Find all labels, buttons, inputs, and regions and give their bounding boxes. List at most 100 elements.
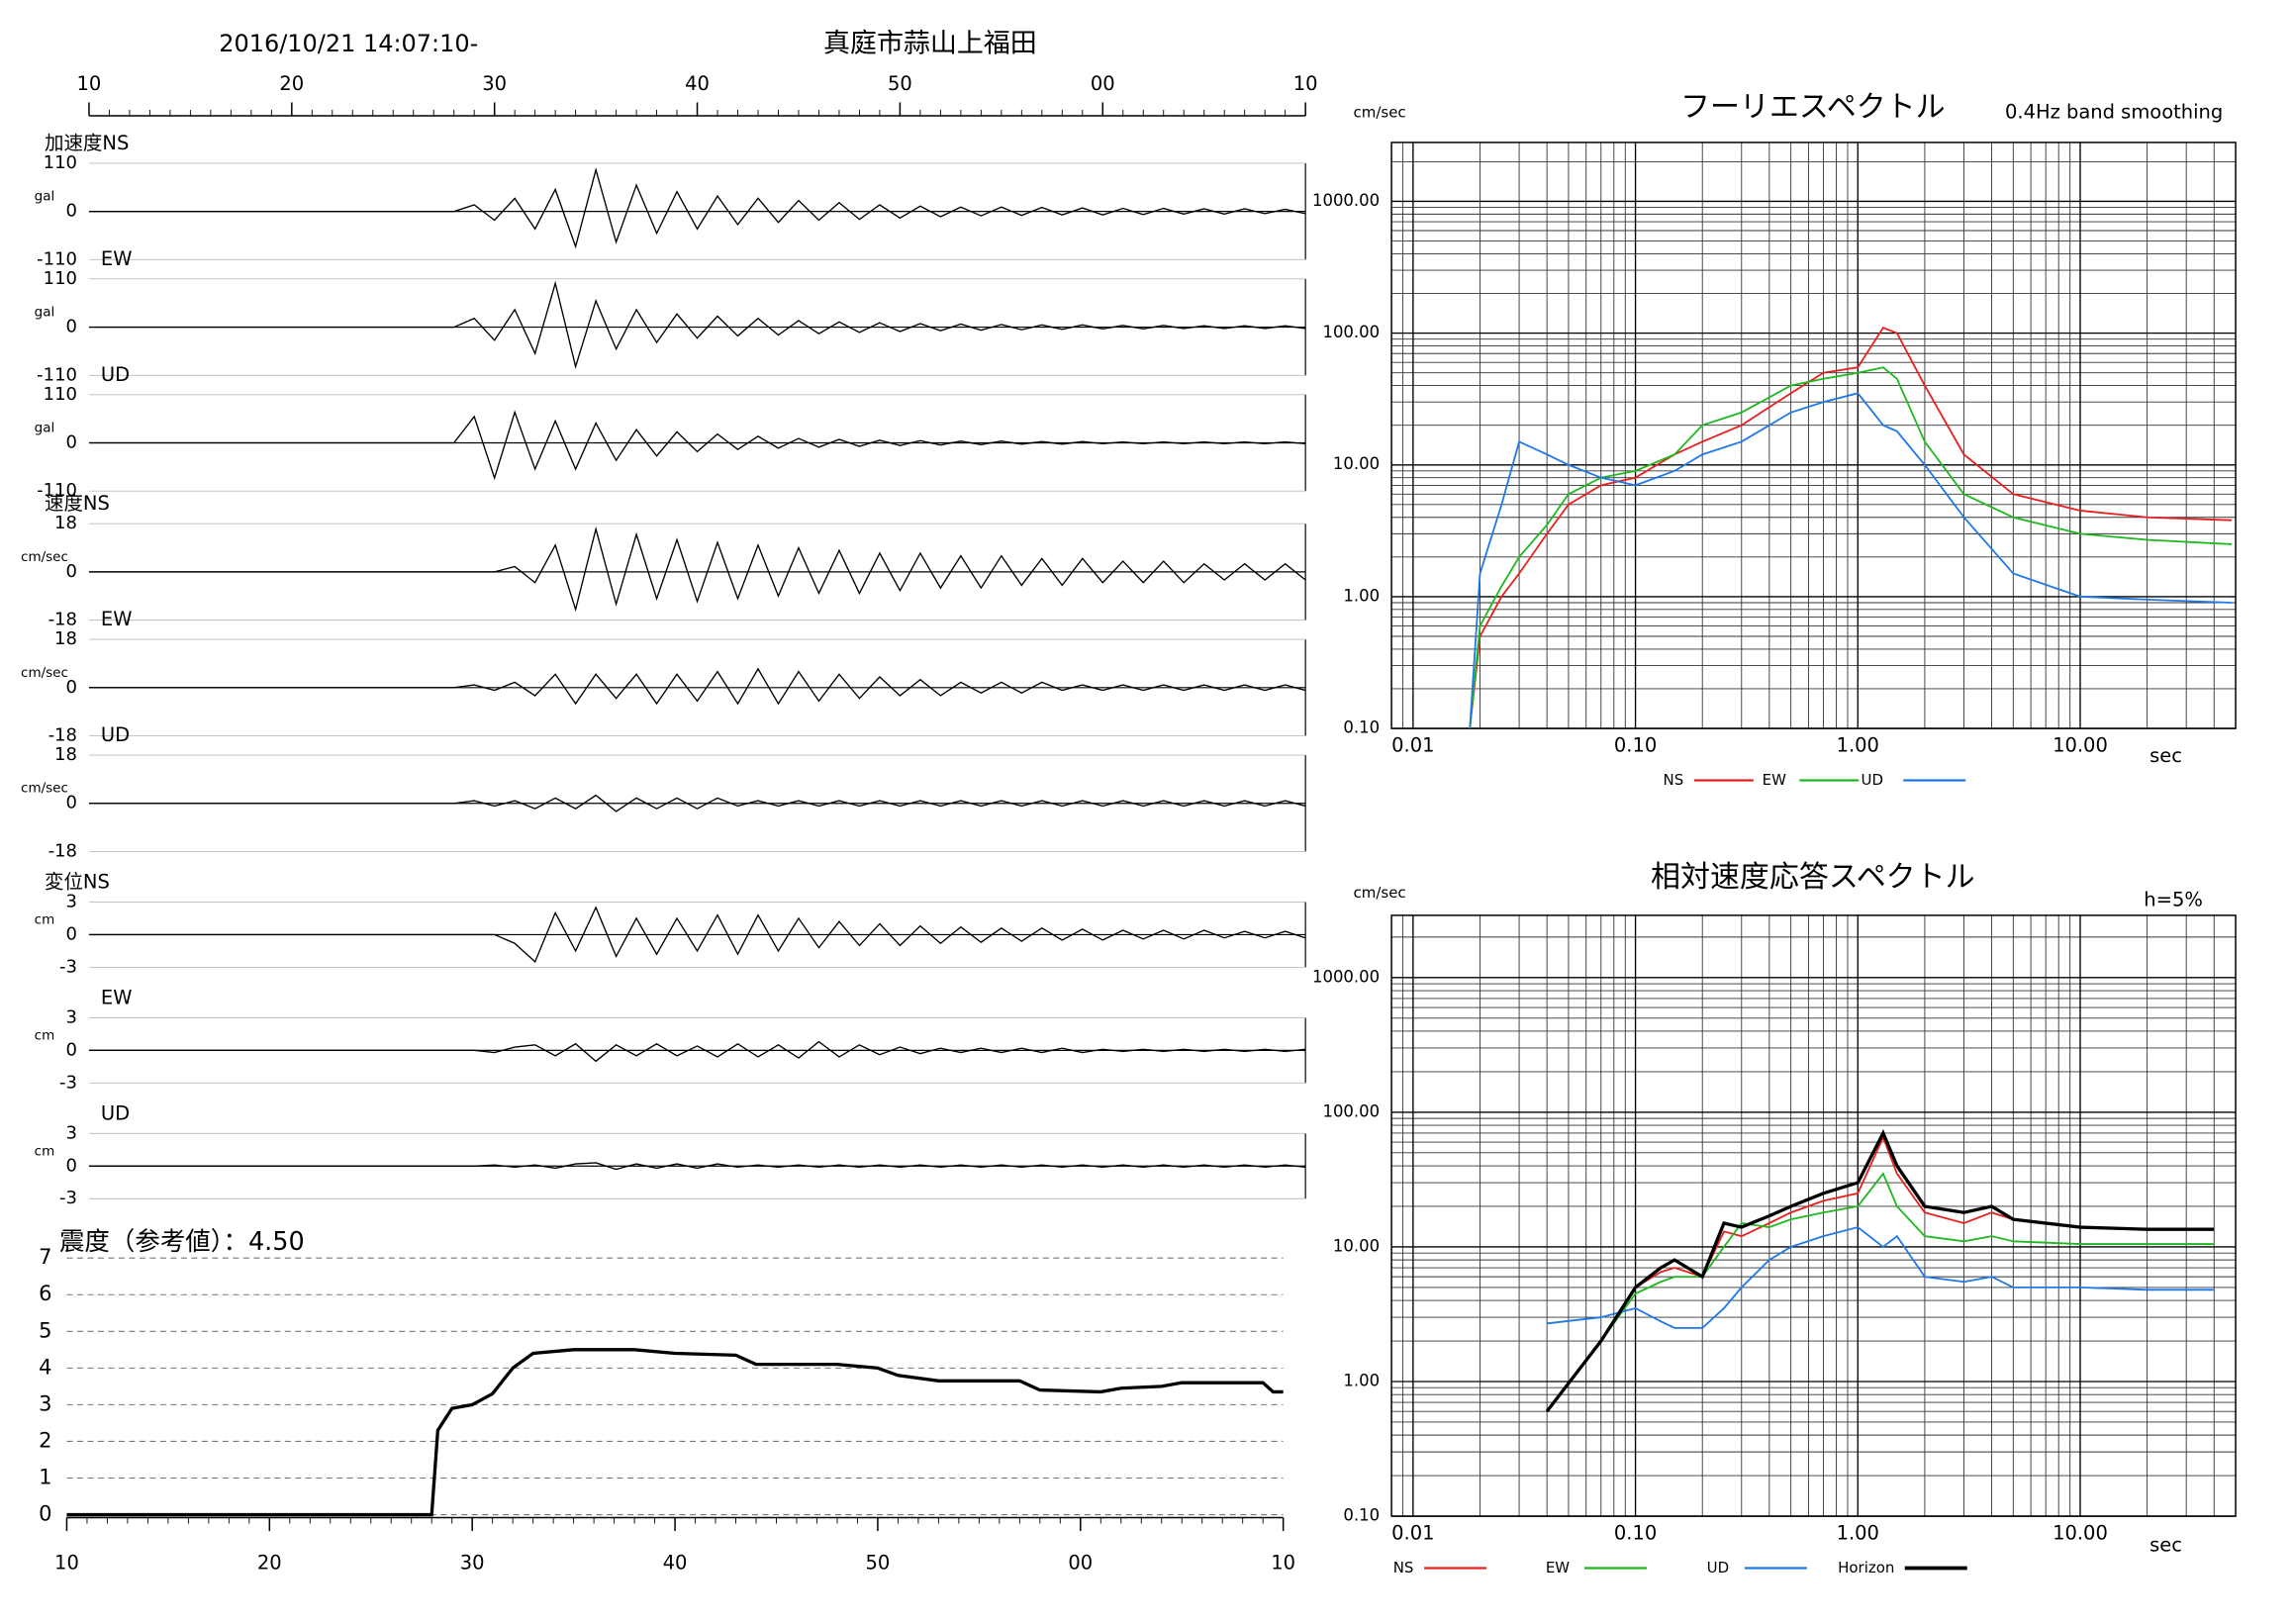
x-tick-label: 1.00 bbox=[1837, 734, 1879, 757]
y-tick-label: 1000.00 bbox=[1312, 191, 1380, 210]
y-tick-label: 1.00 bbox=[1343, 586, 1380, 605]
waveform bbox=[88, 667, 1306, 706]
waveform bbox=[88, 1040, 1306, 1063]
plot-frame bbox=[1390, 142, 2237, 729]
y-tick-label: 0.10 bbox=[1343, 1506, 1380, 1525]
x-tick-label: 10 bbox=[1293, 72, 1318, 95]
unit-label: gal bbox=[35, 305, 55, 321]
y-tick-label: 10.00 bbox=[1333, 454, 1380, 473]
x-tick-label: 10 bbox=[77, 72, 102, 95]
channel-label: EW bbox=[101, 608, 133, 630]
y-tick-label: 3 bbox=[66, 891, 77, 911]
y-tick-label: 4 bbox=[39, 1355, 51, 1379]
y-tick-label: 0 bbox=[66, 677, 77, 698]
legend-label: NS bbox=[1393, 1559, 1414, 1576]
legend-label: UD bbox=[1707, 1559, 1730, 1576]
record-time: 2016/10/21 14:07:10- bbox=[219, 30, 478, 57]
spectrum-line bbox=[1469, 392, 2233, 729]
y-tick-label: 2 bbox=[39, 1428, 51, 1452]
spectrum-line bbox=[1546, 1172, 2215, 1412]
intensity-line bbox=[66, 1348, 1284, 1517]
x-tick-label: 50 bbox=[888, 72, 912, 95]
y-tick-label: 10.00 bbox=[1333, 1236, 1380, 1255]
x-tick-label: 10.00 bbox=[2053, 1522, 2108, 1545]
legend-label: EW bbox=[1546, 1559, 1570, 1576]
channel-label: EW bbox=[101, 247, 133, 270]
x-tick-label: 20 bbox=[257, 1552, 282, 1575]
x-tick-label: 30 bbox=[460, 1552, 485, 1575]
y-tick-label: 1.00 bbox=[1343, 1371, 1380, 1389]
y-tick-label: 5 bbox=[39, 1318, 51, 1342]
waveform bbox=[88, 166, 1306, 249]
y-tick-label: -18 bbox=[48, 610, 77, 630]
legend-label: NS bbox=[1664, 771, 1684, 789]
spectrum-line bbox=[1469, 326, 2233, 729]
y-tick-label: -3 bbox=[59, 1072, 77, 1093]
spectrum-line bbox=[1545, 1129, 2215, 1413]
y-tick-label: 0 bbox=[66, 201, 77, 222]
legend-label: EW bbox=[1763, 771, 1786, 789]
chart-title: 震度（参考値）：4.50 bbox=[59, 1227, 305, 1257]
y-tick-label: 110 bbox=[44, 152, 77, 173]
x-tick-label: 0.01 bbox=[1391, 734, 1434, 757]
x-tick-label: 1.00 bbox=[1837, 1522, 1879, 1545]
channel-label: UD bbox=[101, 1101, 130, 1124]
chart-title: フーリエスペクトル bbox=[1680, 90, 1946, 125]
x-axis-label: sec bbox=[2149, 1534, 2182, 1557]
x-tick-label: 00 bbox=[1068, 1552, 1093, 1575]
y-tick-label: 0 bbox=[66, 431, 77, 452]
channel-label: 速度NS bbox=[45, 492, 110, 515]
y-tick-label: 6 bbox=[39, 1282, 51, 1305]
waveform bbox=[88, 1162, 1306, 1171]
unit-label: cm/sec bbox=[21, 549, 68, 565]
x-tick-label: 10 bbox=[1271, 1552, 1295, 1575]
chart-title: 相対速度応答スペクトル bbox=[1651, 860, 1975, 895]
waveform bbox=[88, 280, 1306, 369]
y-tick-label: 1000.00 bbox=[1312, 967, 1380, 986]
x-tick-label: 0.01 bbox=[1391, 1522, 1434, 1545]
x-tick-label: 40 bbox=[685, 72, 710, 95]
unit-label: cm/sec bbox=[21, 781, 68, 797]
x-tick-label: 0.10 bbox=[1614, 1522, 1657, 1545]
y-tick-label: 110 bbox=[44, 268, 77, 289]
channel-label: 加速度NS bbox=[45, 132, 129, 154]
channel-label: UD bbox=[101, 363, 130, 386]
spectrum-line bbox=[1469, 366, 2233, 729]
x-tick-label: 10 bbox=[54, 1552, 79, 1575]
y-tick-label: -3 bbox=[59, 956, 77, 977]
channel-label: UD bbox=[101, 723, 130, 746]
unit-label: cm bbox=[35, 1143, 55, 1159]
y-tick-label: 100.00 bbox=[1322, 323, 1380, 341]
y-tick-label: 0 bbox=[66, 793, 77, 813]
y-tick-label: -18 bbox=[48, 840, 77, 861]
y-tick-label: 3 bbox=[66, 1006, 77, 1027]
y-tick-label: 0 bbox=[66, 1155, 77, 1176]
waveform bbox=[88, 906, 1306, 964]
y-tick-label: 18 bbox=[54, 513, 77, 533]
y-axis-label: cm/sec bbox=[1354, 103, 1406, 121]
waveform bbox=[88, 410, 1306, 481]
unit-label: cm bbox=[35, 911, 55, 927]
unit-label: gal bbox=[35, 421, 55, 436]
y-tick-label: 100.00 bbox=[1322, 1101, 1380, 1120]
y-tick-label: 110 bbox=[44, 384, 77, 405]
y-tick-label: 18 bbox=[54, 744, 77, 765]
y-axis-label: cm/sec bbox=[1354, 884, 1406, 902]
legend-label: Horizon bbox=[1838, 1559, 1894, 1576]
x-tick-label: 40 bbox=[663, 1552, 688, 1575]
x-axis-label: sec bbox=[2149, 744, 2182, 767]
y-tick-label: 0.10 bbox=[1343, 718, 1380, 737]
chart-subtitle: 0.4Hz band smoothing bbox=[2005, 100, 2223, 123]
waveform bbox=[88, 794, 1306, 812]
x-tick-label: 0.10 bbox=[1614, 734, 1657, 757]
y-tick-label: -110 bbox=[37, 248, 77, 269]
unit-label: cm/sec bbox=[21, 665, 68, 681]
spectrum-line bbox=[1547, 1226, 2215, 1329]
x-tick-label: 30 bbox=[482, 72, 507, 95]
y-tick-label: -3 bbox=[59, 1188, 77, 1208]
spectrum-line bbox=[1546, 1135, 2215, 1412]
x-tick-label: 20 bbox=[279, 72, 304, 95]
y-tick-label: -110 bbox=[37, 364, 77, 385]
